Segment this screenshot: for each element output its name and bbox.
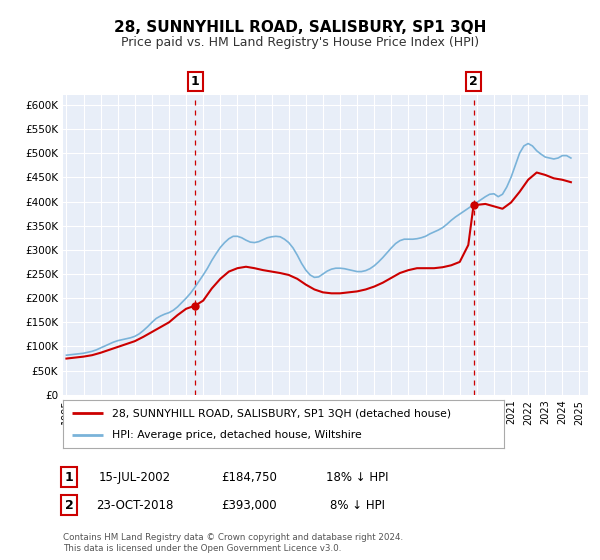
Text: 2: 2 bbox=[469, 75, 478, 88]
Text: HPI: Average price, detached house, Wiltshire: HPI: Average price, detached house, Wilt… bbox=[112, 430, 361, 440]
Text: 28, SUNNYHILL ROAD, SALISBURY, SP1 3QH (detached house): 28, SUNNYHILL ROAD, SALISBURY, SP1 3QH (… bbox=[112, 408, 451, 418]
Text: 15-JUL-2002: 15-JUL-2002 bbox=[99, 470, 171, 484]
Text: 1: 1 bbox=[65, 470, 73, 484]
Text: 28, SUNNYHILL ROAD, SALISBURY, SP1 3QH: 28, SUNNYHILL ROAD, SALISBURY, SP1 3QH bbox=[114, 20, 486, 35]
Text: Contains HM Land Registry data © Crown copyright and database right 2024.
This d: Contains HM Land Registry data © Crown c… bbox=[63, 533, 403, 553]
Text: Price paid vs. HM Land Registry's House Price Index (HPI): Price paid vs. HM Land Registry's House … bbox=[121, 36, 479, 49]
Text: £393,000: £393,000 bbox=[221, 498, 277, 512]
Text: £184,750: £184,750 bbox=[221, 470, 277, 484]
Text: 18% ↓ HPI: 18% ↓ HPI bbox=[326, 470, 388, 484]
Text: 8% ↓ HPI: 8% ↓ HPI bbox=[329, 498, 385, 512]
Text: 2: 2 bbox=[65, 498, 73, 512]
Text: 1: 1 bbox=[191, 75, 200, 88]
Text: 23-OCT-2018: 23-OCT-2018 bbox=[97, 498, 173, 512]
